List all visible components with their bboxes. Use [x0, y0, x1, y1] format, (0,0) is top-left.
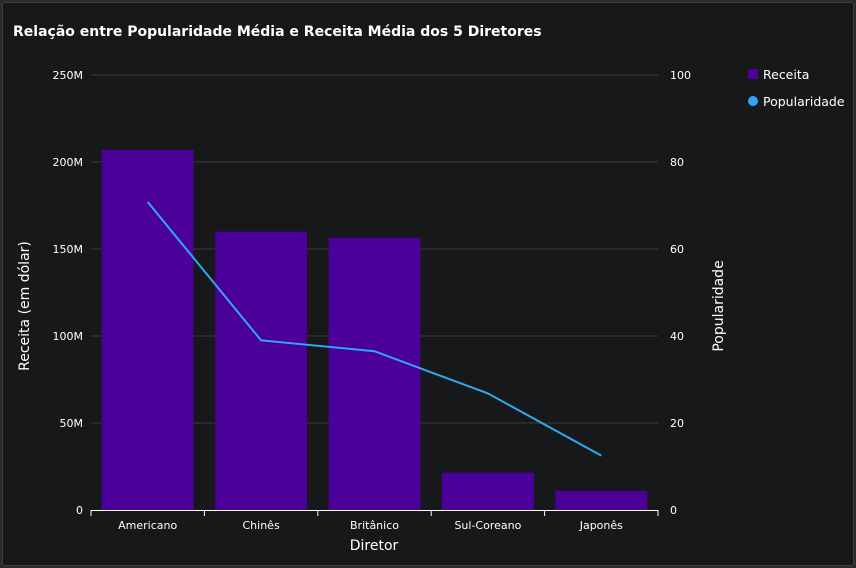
legend-item-popularidade[interactable]: Popularidade: [748, 92, 845, 110]
y2-tick-label: 40: [670, 330, 684, 343]
legend: Receita Popularidade: [748, 65, 845, 119]
x-tick-label: Britânico: [350, 519, 399, 532]
y2-tick-label: 60: [670, 243, 684, 256]
y-tick-label: 250M: [53, 69, 84, 82]
y2-tick-label: 100: [670, 69, 691, 82]
x-tick-label: Chinês: [243, 519, 280, 532]
x-tick-label: Japonês: [579, 519, 623, 532]
x-axis-title: Diretor: [350, 538, 399, 554]
y2-tick-label: 0: [670, 504, 677, 517]
y-tick-label: 150M: [53, 243, 84, 256]
legend-label-receita: Receita: [763, 66, 810, 82]
y-tick-label: 100M: [53, 330, 84, 343]
bar: [215, 231, 308, 510]
bar: [101, 149, 194, 510]
y-axis-title: Receita (em dólar): [17, 241, 33, 371]
axes: 0 0 50M 20 100M 40 150M 60 200M 80 250M 100 American…: [53, 69, 692, 532]
y-tick-label: 0: [76, 504, 83, 517]
chart-title: Relação entre Popularidade Média e Recei…: [13, 24, 542, 40]
legend-label-popularidade: Popularidade: [763, 93, 845, 109]
y2-axis-title: Popularidade: [711, 260, 727, 351]
y2-tick-label: 80: [670, 156, 684, 169]
y-tick-label: 50M: [60, 417, 84, 430]
popularity-line: [146, 201, 602, 457]
bar: [328, 237, 421, 510]
combo-chart: 0 0 50M 20 100M 40 150M 60 200M 80 250M 100 American…: [17, 69, 727, 554]
legend-swatch-receita: [748, 69, 758, 79]
bar-series: [101, 149, 648, 510]
y2-tick-label: 20: [670, 417, 684, 430]
y-tick-label: 200M: [53, 156, 84, 169]
legend-swatch-popularidade: [748, 96, 758, 106]
bar: [555, 490, 648, 510]
bar: [441, 472, 534, 510]
x-tick-label: Americano: [118, 519, 177, 532]
x-tick-label: Sul-Coreano: [454, 519, 521, 532]
line-series: [146, 201, 602, 457]
legend-item-receita[interactable]: Receita: [748, 65, 845, 83]
